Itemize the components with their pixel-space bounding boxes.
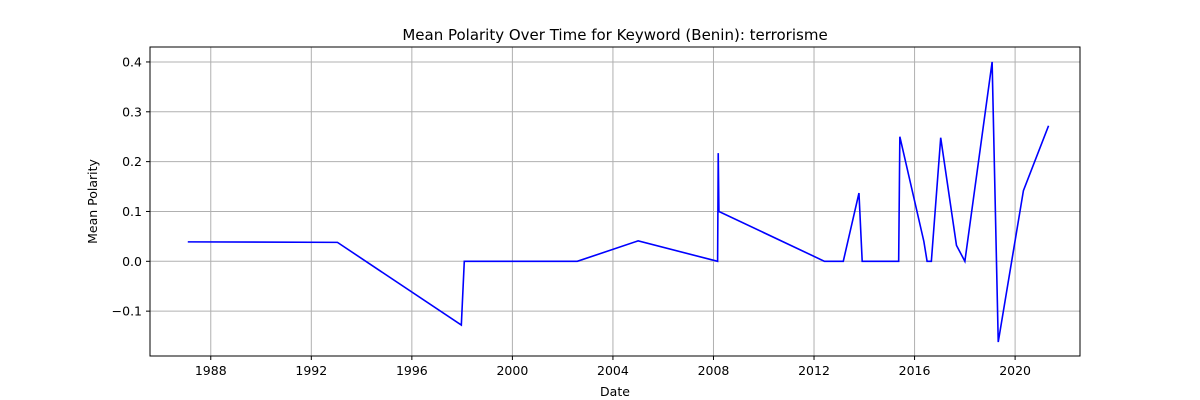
x-tick-label: 2016 (899, 363, 931, 378)
series-line (187, 61, 1050, 343)
y-tick-label: 0.2 (122, 154, 142, 169)
x-tick-label: 2020 (999, 363, 1031, 378)
x-tick-label: 2008 (698, 363, 730, 378)
chart-title: Mean Polarity Over Time for Keyword (Ben… (402, 26, 827, 44)
grid (150, 47, 1080, 356)
y-tick-label: 0.0 (122, 254, 142, 269)
y-tick-label: 0.1 (122, 204, 142, 219)
x-axis-label: Date (600, 384, 630, 399)
x-tick-label: 1992 (295, 363, 327, 378)
x-tick-label: 2004 (597, 363, 629, 378)
y-tick-label: 0.4 (122, 54, 142, 69)
y-tick-label: 0.3 (122, 104, 142, 119)
plot-area (187, 61, 1050, 343)
y-tick-label: −0.1 (112, 304, 142, 319)
x-tick-label: 2012 (798, 363, 830, 378)
x-tick-label: 2000 (496, 363, 528, 378)
x-tick-label: 1988 (195, 363, 227, 378)
x-tick-label: 1996 (396, 363, 428, 378)
y-axis-label: Mean Polarity (85, 158, 100, 243)
axis-ticks: 1988 1992 1996 2000 2004 2008 2012 2016 2020 −0.1… (112, 54, 1031, 378)
plot-frame (149, 46, 1081, 357)
